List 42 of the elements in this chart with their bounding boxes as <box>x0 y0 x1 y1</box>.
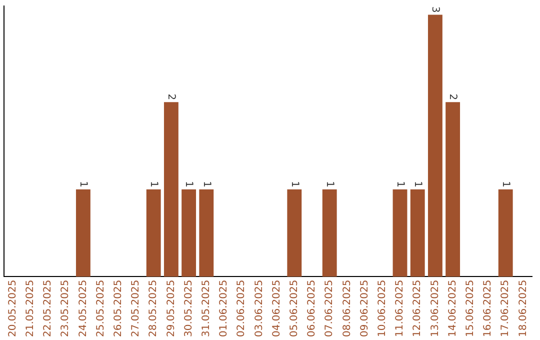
data-label: 1 <box>324 181 336 188</box>
x-tick-label: 11.06.2025 <box>394 280 406 338</box>
x-tick-label: 02.06.2025 <box>236 280 248 338</box>
x-tick-label: 22.05.2025 <box>42 280 54 338</box>
x-tick-label: 12.06.2025 <box>412 280 424 338</box>
x-tick-label: 10.06.2025 <box>376 280 388 338</box>
x-tick-label: 30.05.2025 <box>183 280 194 338</box>
data-label: 2 <box>447 94 458 100</box>
data-label: 1 <box>394 181 406 188</box>
x-tick-label: 16.06.2025 <box>482 280 494 338</box>
data-label: 1 <box>78 181 89 188</box>
x-tick-label: 01.06.2025 <box>218 280 230 338</box>
x-tick-label: 07.06.2025 <box>324 280 336 338</box>
x-tick-label: 28.05.2025 <box>148 280 160 338</box>
x-tick-label: 20.05.2025 <box>7 280 18 338</box>
data-label: 3 <box>430 6 441 13</box>
x-tick-label: 27.05.2025 <box>130 280 142 338</box>
data-label: 1 <box>412 181 424 188</box>
x-tick-label: 25.05.2025 <box>95 280 106 338</box>
x-tick-label: 06.06.2025 <box>306 280 318 338</box>
x-tick-label: 31.05.2025 <box>200 280 212 338</box>
data-label: 1 <box>288 181 300 188</box>
x-tick-label: 14.06.2025 <box>447 280 458 338</box>
x-tick-label: 21.05.2025 <box>24 280 36 338</box>
x-tick-label: 29.05.2025 <box>166 280 177 338</box>
x-tick-label: 13.06.2025 <box>430 280 441 338</box>
data-label: 1 <box>500 181 512 188</box>
data-label: 1 <box>183 181 194 188</box>
x-tick-label: 03.06.2025 <box>254 280 265 338</box>
x-tick-label: 08.06.2025 <box>342 280 353 338</box>
x-tick-label: 23.05.2025 <box>60 280 72 338</box>
x-tick-label: 15.06.2025 <box>464 280 476 338</box>
x-tick-label: 09.06.2025 <box>359 280 370 338</box>
x-tick-label: 18.06.2025 <box>518 280 529 338</box>
x-tick-label: 17.06.2025 <box>500 280 512 338</box>
x-tick-label: 24.05.2025 <box>78 280 89 338</box>
x-tick-label: 04.06.2025 <box>271 280 282 338</box>
data-label: 1 <box>200 181 212 188</box>
x-tick-label: 05.06.2025 <box>288 280 300 338</box>
data-label: 2 <box>166 94 177 100</box>
data-label: 1 <box>148 181 160 188</box>
x-tick-label: 26.05.2025 <box>112 280 124 338</box>
